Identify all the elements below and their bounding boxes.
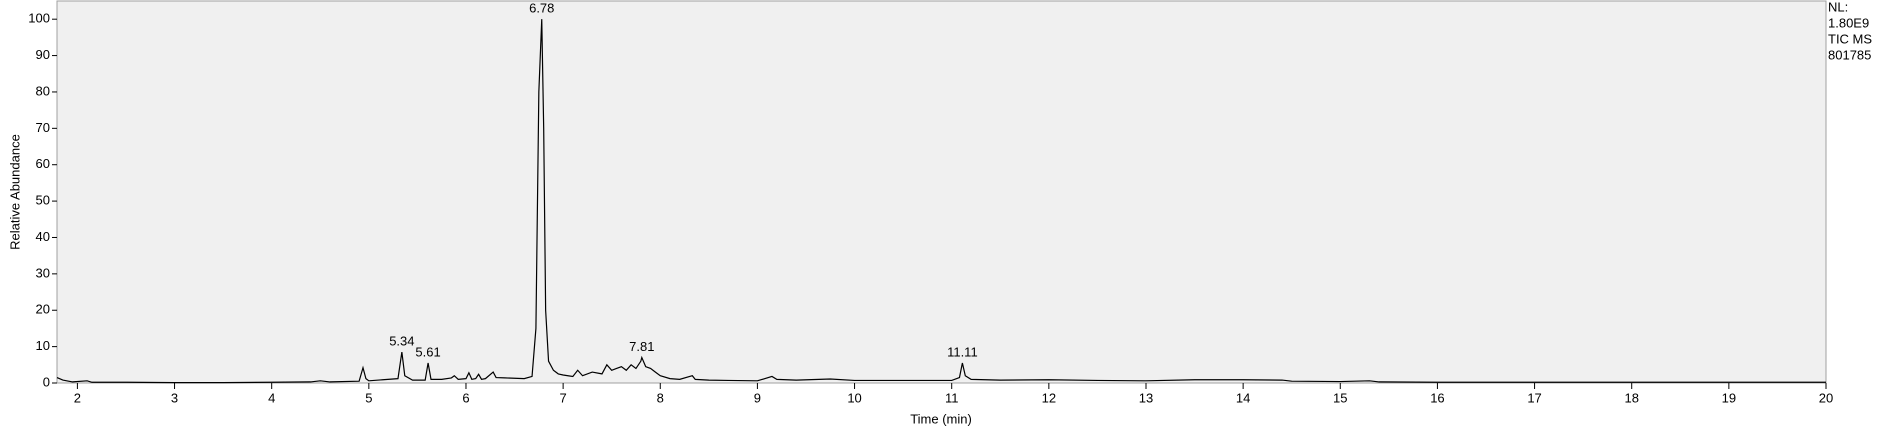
x-tick-label: 20 xyxy=(1819,390,1833,405)
x-tick-label: 10 xyxy=(847,390,861,405)
info-text: TIC MS xyxy=(1828,31,1872,46)
x-tick-label: 8 xyxy=(657,390,664,405)
x-tick-label: 14 xyxy=(1236,390,1250,405)
info-text: 801785 xyxy=(1828,47,1871,62)
y-tick-label: 0 xyxy=(43,374,50,389)
x-axis-label: Time (min) xyxy=(910,411,972,426)
info-text: NL: xyxy=(1828,0,1848,14)
x-tick-label: 19 xyxy=(1722,390,1736,405)
peak-label: 6.78 xyxy=(529,1,554,16)
x-tick-label: 6 xyxy=(462,390,469,405)
y-tick-label: 70 xyxy=(36,120,50,135)
x-tick-label: 9 xyxy=(754,390,761,405)
y-tick-label: 60 xyxy=(36,156,50,171)
peak-label: 11.11 xyxy=(947,344,978,359)
plot-area xyxy=(56,0,1827,384)
y-tick-label: 80 xyxy=(36,83,50,98)
x-tick-label: 2 xyxy=(74,390,81,405)
y-tick-label: 100 xyxy=(28,11,50,26)
peak-label: 7.81 xyxy=(629,339,654,354)
x-tick-label: 7 xyxy=(560,390,567,405)
x-tick-label: 18 xyxy=(1624,390,1638,405)
trace xyxy=(56,19,1826,384)
y-tick-label: 40 xyxy=(36,229,50,244)
y-tick-label: 50 xyxy=(36,193,50,208)
peak-label: 5.61 xyxy=(415,344,440,359)
x-tick-label: 13 xyxy=(1139,390,1153,405)
x-tick-label: 12 xyxy=(1042,390,1056,405)
peak-label: 5.34 xyxy=(389,334,414,349)
x-tick-label: 15 xyxy=(1333,390,1347,405)
x-tick-label: 16 xyxy=(1430,390,1444,405)
y-axis-label: Relative Abundance xyxy=(7,134,22,250)
x-tick-label: 5 xyxy=(365,390,372,405)
info-text: 1.80E9 xyxy=(1828,15,1869,30)
y-tick-label: 90 xyxy=(36,47,50,62)
y-tick-label: 20 xyxy=(36,302,50,317)
y-tick-label: 10 xyxy=(36,338,50,353)
x-tick-label: 17 xyxy=(1527,390,1541,405)
x-tick-label: 11 xyxy=(945,390,959,405)
y-tick-label: 30 xyxy=(36,265,50,280)
x-tick-label: 3 xyxy=(171,390,178,405)
x-tick-label: 4 xyxy=(268,390,275,405)
